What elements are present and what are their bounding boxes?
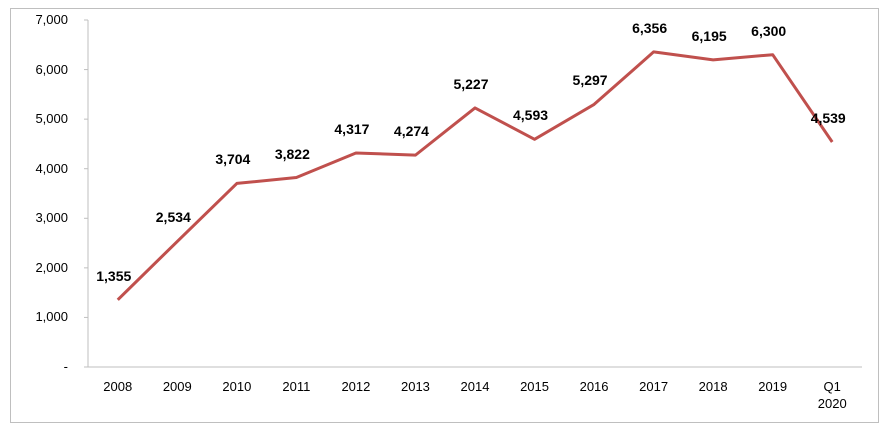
data-label: 4,317 [334, 121, 370, 137]
data-label: 6,356 [632, 19, 668, 36]
x-tick-label: 2016 [579, 379, 609, 394]
y-tick-label: 4,000 [35, 160, 68, 176]
data-label: 3,822 [274, 145, 310, 162]
x-tick-label: 2014 [460, 379, 490, 394]
data-label: 4,593 [513, 107, 549, 124]
data-label: 4,539 [810, 109, 846, 126]
x-tick-label: 2009 [162, 379, 192, 394]
y-tick-label: 2,000 [35, 259, 68, 275]
y-tick-label: 5,000 [35, 111, 68, 127]
x-tick-label: 2013 [400, 379, 430, 394]
x-tick-label: 2019 [758, 379, 788, 394]
y-tick-label: - [63, 359, 68, 374]
x-tick-label: 2011 [282, 379, 311, 394]
chart-border [10, 8, 879, 423]
data-label: 5,297 [572, 72, 608, 89]
x-tick-label: 2008 [103, 379, 133, 394]
data-label: 6,195 [691, 27, 727, 44]
data-label: 3,704 [215, 151, 251, 168]
data-line [116, 50, 834, 301]
x-tick-label: 2012 [341, 379, 371, 394]
data-label: 6,300 [751, 22, 787, 39]
data-label: 4,274 [393, 123, 429, 140]
data-label: 1,355 [96, 267, 132, 284]
y-tick-label: 3,000 [35, 210, 68, 226]
data-label: 5,227 [453, 75, 489, 92]
y-tick-label: 1,000 [35, 309, 68, 325]
data-label: 2,534 [155, 209, 191, 226]
y-tick-label: 7,000 [35, 12, 68, 27]
y-tick-label: 6,000 [35, 61, 68, 77]
x-tick-label: 2017 [639, 379, 669, 394]
x-tick-label: 2010 [222, 379, 252, 394]
x-tick-label: 2015 [520, 379, 549, 394]
x-tick-label: Q1 2020 [817, 379, 847, 411]
x-tick-label: 2018 [698, 379, 728, 394]
